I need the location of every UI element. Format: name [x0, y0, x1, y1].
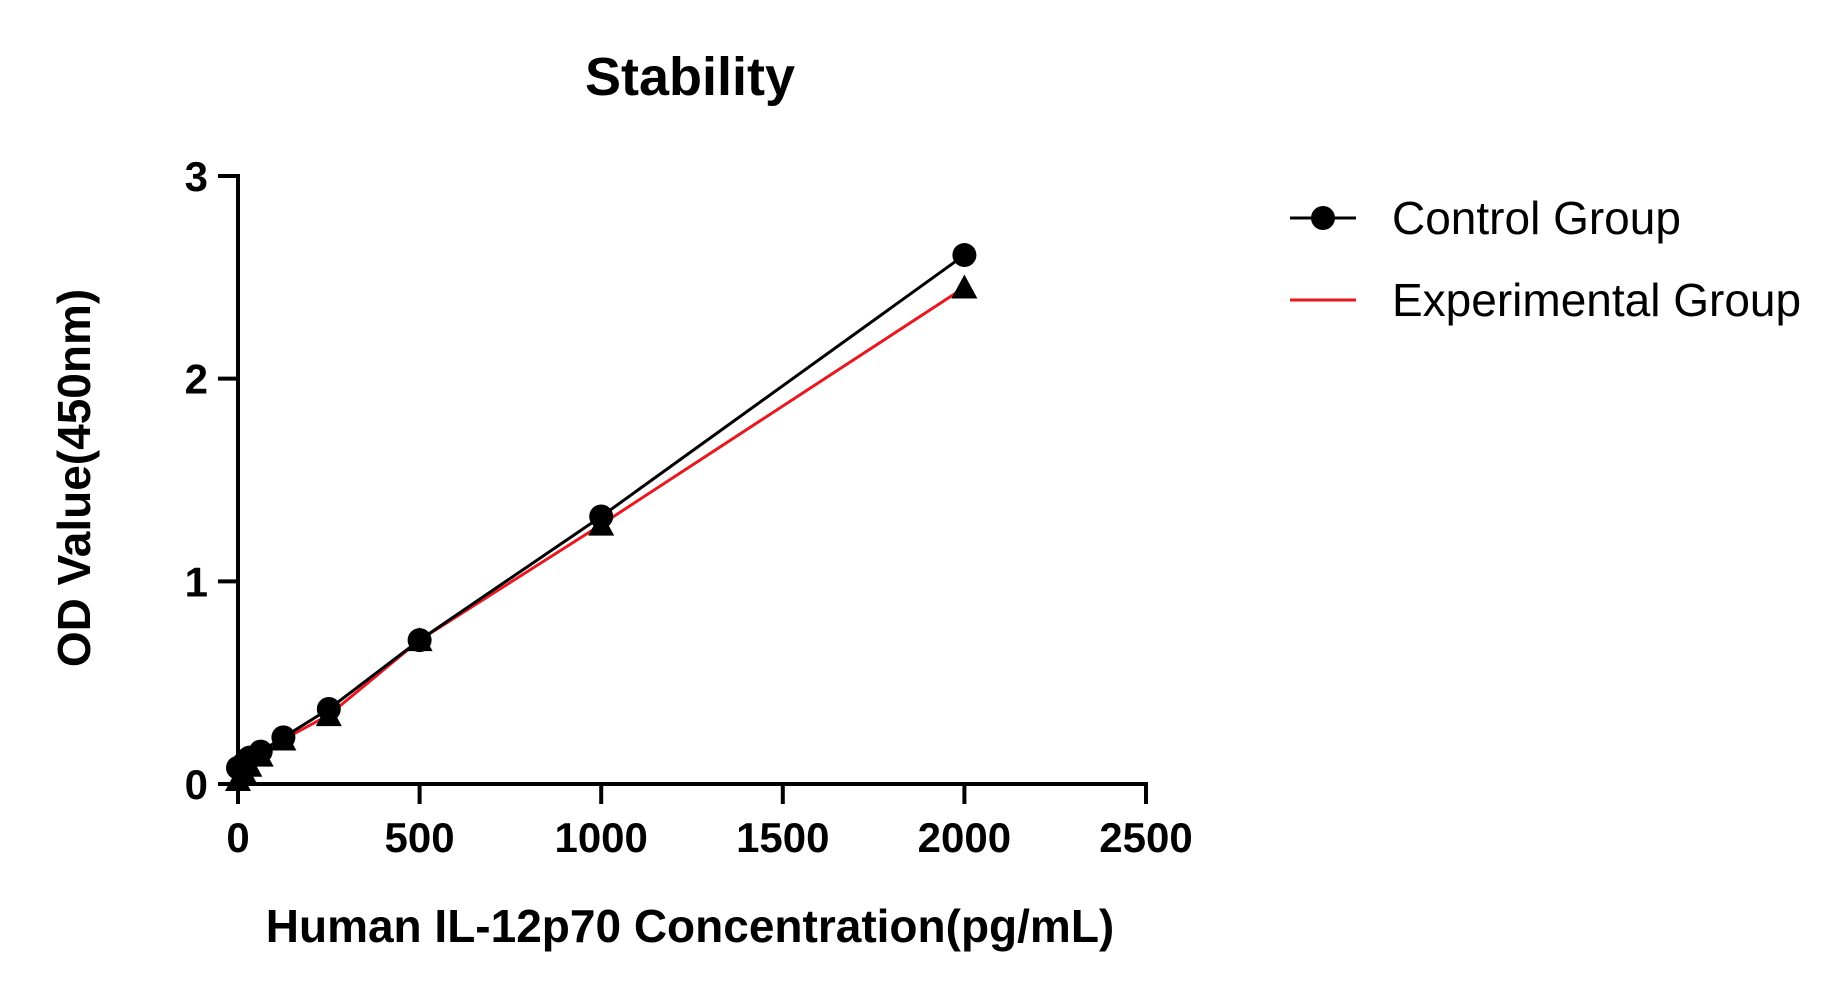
series-0-point-4	[271, 725, 296, 750]
y-tick-label: 1	[185, 558, 208, 605]
x-tick-label: 2000	[918, 814, 1011, 861]
x-tick-label: 1500	[736, 814, 829, 861]
series-0-point-5	[316, 697, 341, 722]
series-1-point-8	[951, 274, 978, 299]
series-markers-layer	[225, 243, 978, 791]
legend: Control Group Experimental Group	[1290, 192, 1801, 326]
series-0-point-8	[952, 243, 977, 268]
y-tick-label: 3	[185, 153, 208, 200]
x-tick-label: 1000	[554, 814, 647, 861]
y-tick-label: 2	[185, 356, 208, 403]
x-axis-label: Human IL-12p70 Concentration(pg/mL)	[266, 900, 1114, 952]
series-0-point-3	[248, 739, 273, 764]
series-0-point-6	[407, 628, 432, 653]
x-tick-label: 0	[226, 814, 249, 861]
x-tick-label: 500	[385, 814, 455, 861]
legend-item-1: Experimental Group	[1290, 274, 1801, 326]
chart-title: Stability	[585, 47, 795, 107]
legend-swatch-marker	[1311, 206, 1335, 230]
x-tick-label: 2500	[1099, 814, 1192, 861]
y-axis-label: OD Value(450nm)	[48, 289, 100, 667]
legend-label: Experimental Group	[1392, 274, 1801, 326]
series-0-point-7	[589, 504, 614, 529]
legend-item-0: Control Group	[1290, 192, 1681, 244]
legend-label: Control Group	[1392, 192, 1681, 244]
axes-layer: 0 500 1000 1500 2000 2500 0 1 2 3	[185, 153, 1193, 861]
y-tick-label: 0	[185, 761, 208, 808]
